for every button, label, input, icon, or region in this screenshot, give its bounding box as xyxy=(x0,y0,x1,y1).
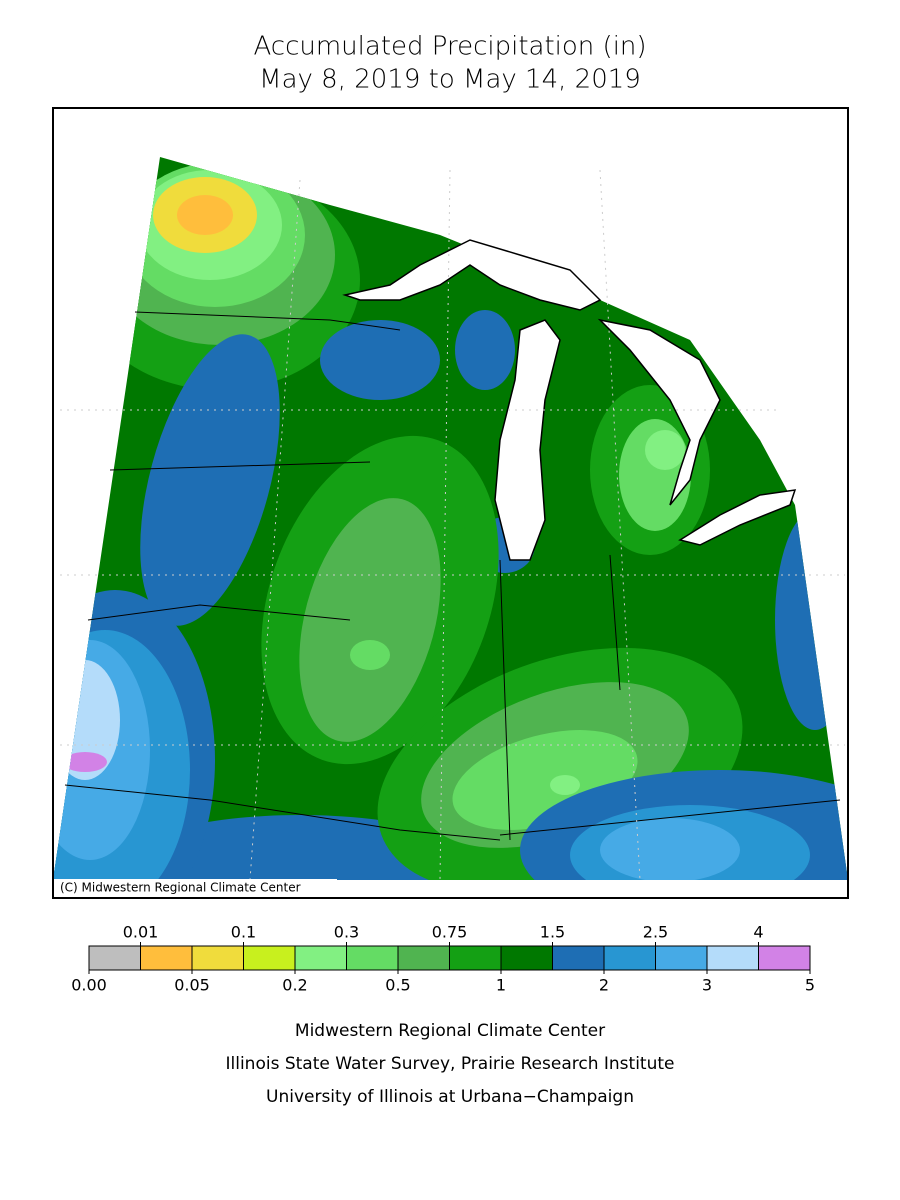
field-blob xyxy=(645,430,685,470)
footer-line: University of Illinois at Urbana−Champai… xyxy=(266,1087,634,1107)
legend-swatch xyxy=(758,945,811,971)
field-blob xyxy=(63,752,107,772)
field-blob xyxy=(320,320,440,400)
field-blob xyxy=(140,334,280,626)
credit-box xyxy=(54,879,337,897)
field-blob xyxy=(550,775,580,795)
border xyxy=(64,784,501,841)
legend-label: 0.75 xyxy=(432,923,468,942)
legend-label: 0.00 xyxy=(71,976,107,995)
lakes xyxy=(342,239,797,561)
legend-label: 0.3 xyxy=(334,923,359,942)
border xyxy=(499,799,841,836)
title: Accumulated Precipitation (in) xyxy=(253,32,646,62)
legend-label: 1.5 xyxy=(540,923,565,942)
legend-swatch xyxy=(706,945,759,971)
field-blob xyxy=(177,195,233,235)
legend-label: 0.2 xyxy=(282,976,307,995)
legend-swatch xyxy=(191,945,244,971)
field-blob xyxy=(455,310,515,390)
legend-swatch xyxy=(655,945,708,971)
lake-superior xyxy=(342,239,602,311)
legend-label: 0.05 xyxy=(174,976,210,995)
lake-erie xyxy=(678,489,797,546)
field-blob xyxy=(299,498,441,742)
legend-label: 5 xyxy=(805,976,815,995)
legend-swatch xyxy=(397,945,450,971)
legend-swatch xyxy=(88,945,141,971)
lake-huron xyxy=(597,318,721,506)
legend-swatch xyxy=(552,945,605,971)
legend-label: 0.5 xyxy=(385,976,410,995)
legend-label: 4 xyxy=(753,923,763,942)
borders xyxy=(64,311,841,841)
footer-line: Illinois State Water Survey, Prairie Res… xyxy=(226,1054,675,1074)
legend: 0.00 0.01 0.05 0.1 0.2 0.3 0.5 0.75 1 1.5 2 2.5 3 4 5 xyxy=(71,923,815,995)
legend-label: 0.1 xyxy=(231,923,256,942)
legend-label: 1 xyxy=(496,976,506,995)
legend-swatch xyxy=(140,945,193,971)
field-blob xyxy=(600,818,740,880)
legend-swatch xyxy=(603,945,656,971)
grid-line xyxy=(249,179,301,881)
border xyxy=(609,554,621,691)
legend-label: 0.01 xyxy=(123,923,159,942)
legend-swatch xyxy=(243,945,296,971)
border xyxy=(109,461,371,471)
legend-label: 2 xyxy=(599,976,609,995)
border xyxy=(87,604,351,621)
footer-line: Midwestern Regional Climate Center xyxy=(295,1021,605,1041)
legend-label: 3 xyxy=(702,976,712,995)
graticule xyxy=(60,169,845,881)
border xyxy=(499,559,511,841)
lake-michigan xyxy=(494,319,561,561)
legend-swatch xyxy=(346,945,399,971)
map-frame xyxy=(52,107,849,899)
subtitle: May 8, 2019 to May 14, 2019 xyxy=(259,65,641,95)
legend-label: 2.5 xyxy=(643,923,668,942)
legend-swatch xyxy=(500,945,553,971)
legend-swatch xyxy=(449,945,502,971)
border xyxy=(134,311,401,331)
legend-swatch xyxy=(294,945,347,971)
credit: (C) Midwestern Regional Climate Center xyxy=(60,881,301,895)
field-blob xyxy=(350,640,390,670)
